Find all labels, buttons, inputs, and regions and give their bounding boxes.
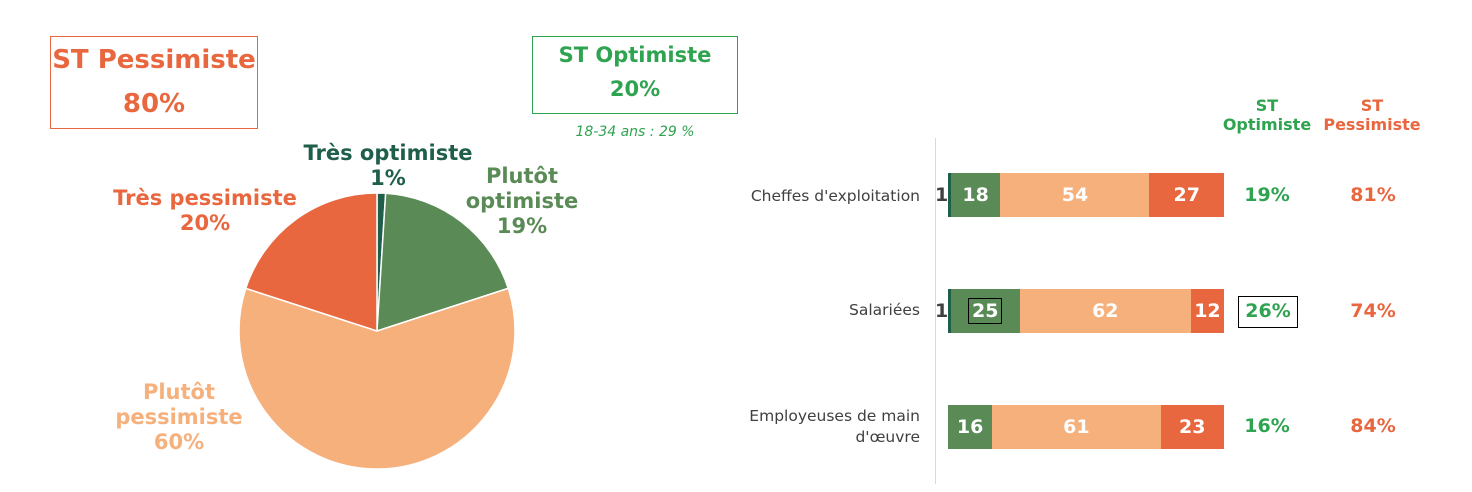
row1-plutot-optimiste-label: 18 (962, 184, 989, 206)
pie-label-plutot-optimiste-name2: optimiste (465, 189, 579, 213)
header-st-pessimiste: ST Pessimiste (1312, 96, 1432, 134)
row2-seg-plutot-pessimiste: 62 (1019, 289, 1191, 333)
pie-label-tres-pessimiste-name: Très pessimiste (113, 186, 297, 210)
pie-label-plutot-optimiste: Plutôt optimiste 19% (462, 164, 582, 239)
pie-slice-tres-pessimiste (244, 192, 378, 333)
row3-plutot-optimiste-label: 16 (956, 416, 984, 438)
row3-plutot-pessimiste-label: 61 (1063, 416, 1090, 438)
row1-seg-tres-pessimiste: 27 (1149, 173, 1224, 217)
st-pessimiste-value: 80% (122, 89, 186, 119)
row1-seg-plutot-optimiste: 18 (950, 173, 1001, 217)
st-optimiste-box: ST Optimiste 20% (532, 36, 738, 114)
row2-tres-pessimiste-label: 12 (1194, 300, 1221, 322)
row-label-employeuses: Employeuses de main d'œuvre (600, 406, 920, 448)
row3-seg-plutot-pessimiste: 61 (992, 405, 1161, 449)
row2-seg-plutot-optimiste: 25 (950, 289, 1020, 333)
row3-seg-tres-pessimiste: 23 (1160, 405, 1224, 449)
row3-st-pessimiste: 84% (1350, 415, 1396, 437)
row1-seg-plutot-pessimiste: 54 (1000, 173, 1150, 217)
header-st-optimiste-line2: Optimiste (1222, 115, 1312, 134)
row2-seg-tres-optimiste (948, 289, 951, 333)
row2-st-optimiste: 26% (1238, 296, 1298, 328)
pie-slice-plutot-pessimiste (238, 287, 516, 470)
pie-label-tres-pessimiste-value: 20% (179, 211, 231, 235)
header-st-pessimiste-line2: Pessimiste (1323, 115, 1421, 134)
pie-label-plutot-optimiste-value: 19% (496, 214, 548, 238)
row1-tres-pessimiste-label: 27 (1173, 184, 1200, 206)
pie-label-plutot-pessimiste-value: 60% (153, 430, 205, 454)
header-st-optimiste: ST Optimiste (1212, 96, 1322, 134)
row2-seg-tres-pessimiste: 12 (1190, 289, 1224, 333)
row-label-employeuses-line2: d'œuvre (855, 428, 920, 446)
row1-st-pessimiste: 81% (1350, 184, 1396, 206)
row3-tres-pessimiste-label: 23 (1179, 416, 1206, 438)
row3-seg-plutot-optimiste: 16 (948, 405, 993, 449)
pie-label-tres-pessimiste: Très pessimiste 20% (100, 186, 310, 236)
st-optimiste-title: ST Optimiste (558, 43, 712, 67)
pie-label-plutot-pessimiste: Plutôt pessimiste 60% (104, 380, 254, 455)
row2-tres-optimiste-label: 1 (935, 300, 949, 322)
bar-axis-line (935, 138, 936, 484)
age-note: 18-34 ans : 29 % (575, 124, 695, 140)
row-label-cheffes: Cheffes d'exploitation (750, 187, 920, 205)
row2-st-pessimiste: 74% (1350, 300, 1396, 322)
st-pessimiste-title: ST Pessimiste (52, 45, 256, 75)
pie-label-tres-optimiste-value: 1% (370, 166, 406, 190)
row1-plutot-pessimiste-label: 54 (1061, 184, 1089, 206)
pie-slice-plutot-optimiste (376, 192, 510, 333)
pie-label-tres-optimiste-name: Très optimiste (303, 141, 473, 165)
pie-label-plutot-pessimiste-name1: Plutôt (142, 380, 216, 404)
pie-label-plutot-optimiste-name1: Plutôt (485, 164, 559, 188)
row1-tres-optimiste-label: 1 (935, 184, 949, 206)
st-optimiste-value: 20% (609, 77, 661, 101)
pie-label-plutot-pessimiste-name2: pessimiste (115, 405, 243, 429)
row3-st-optimiste: 16% (1244, 415, 1290, 437)
row-label-salariees: Salariées (849, 301, 920, 319)
header-st-pessimiste-line1: ST (1360, 96, 1384, 115)
pie-label-tres-optimiste: Très optimiste 1% (300, 141, 476, 191)
row2-plutot-pessimiste-label: 62 (1092, 300, 1119, 322)
st-pessimiste-box: ST Pessimiste 80% (50, 36, 258, 129)
row1-st-optimiste: 19% (1244, 184, 1290, 206)
row1-seg-tres-optimiste (948, 173, 951, 217)
header-st-optimiste-line1: ST (1255, 96, 1279, 115)
row2-plutot-optimiste-label: 25 (968, 298, 1003, 324)
row-label-employeuses-line1: Employeuses de main (749, 407, 920, 425)
pie-chart (238, 192, 516, 470)
